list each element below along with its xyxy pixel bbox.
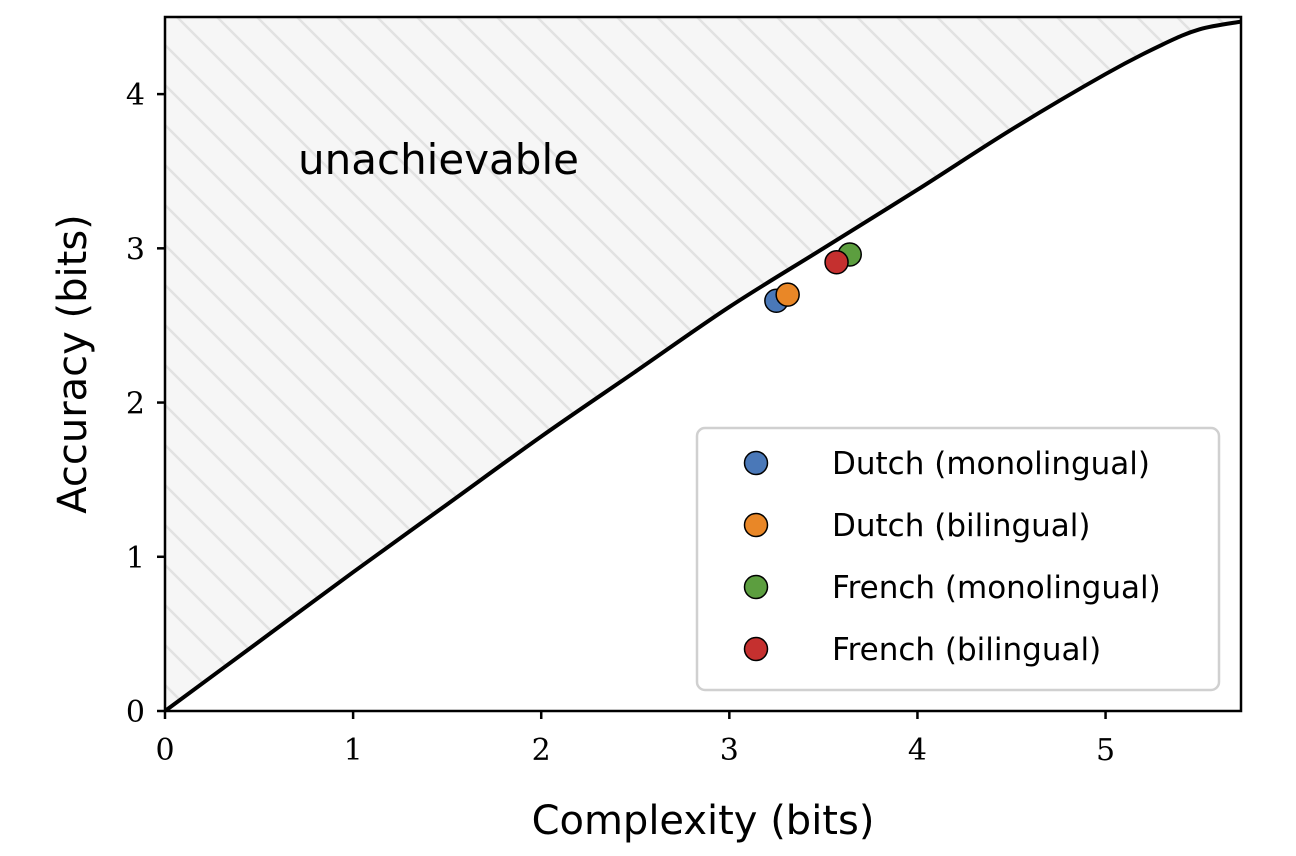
legend-label: French (bilingual) [832,632,1101,668]
y-tick-label: 2 [126,387,145,422]
y-tick-label: 1 [126,541,145,576]
legend-marker [743,512,769,538]
legend-marker [743,636,769,662]
plot-frame [163,15,1243,713]
legend: Dutch (monolingual) Dutch (bilingual) Fren… [695,426,1221,692]
legend-label: French (monolingual) [832,570,1161,606]
y-tick-label: 0 [126,695,145,730]
y-tick-label: 3 [126,232,145,267]
data-point [824,249,849,275]
legend-marker [743,450,769,476]
y-tick-label: 4 [126,78,145,113]
unachievable-region [165,17,1241,711]
x-tick-label: 3 [720,733,739,768]
legend-label: Dutch (bilingual) [832,508,1091,544]
y-axis: 0 1 2 3 4 [126,78,165,730]
data-points [764,242,862,314]
data-point [775,282,800,307]
frontier-line [165,19,1241,711]
legend-box [695,426,1221,692]
legend-label: Dutch (monolingual) [832,446,1150,482]
x-tick-label: 0 [155,733,174,768]
legend-marker [743,574,769,600]
x-tick-label: 2 [532,733,551,768]
x-axis-title: Complexity (bits) [532,798,875,844]
x-tick-label: 4 [908,733,927,768]
x-tick-label: 5 [1096,733,1115,768]
y-axis-title: Accuracy (bits) [50,214,96,514]
x-tick-label: 1 [344,733,363,768]
unachievable-label: unachievable [298,135,579,184]
x-axis: 0 1 2 3 4 5 [155,711,1115,768]
